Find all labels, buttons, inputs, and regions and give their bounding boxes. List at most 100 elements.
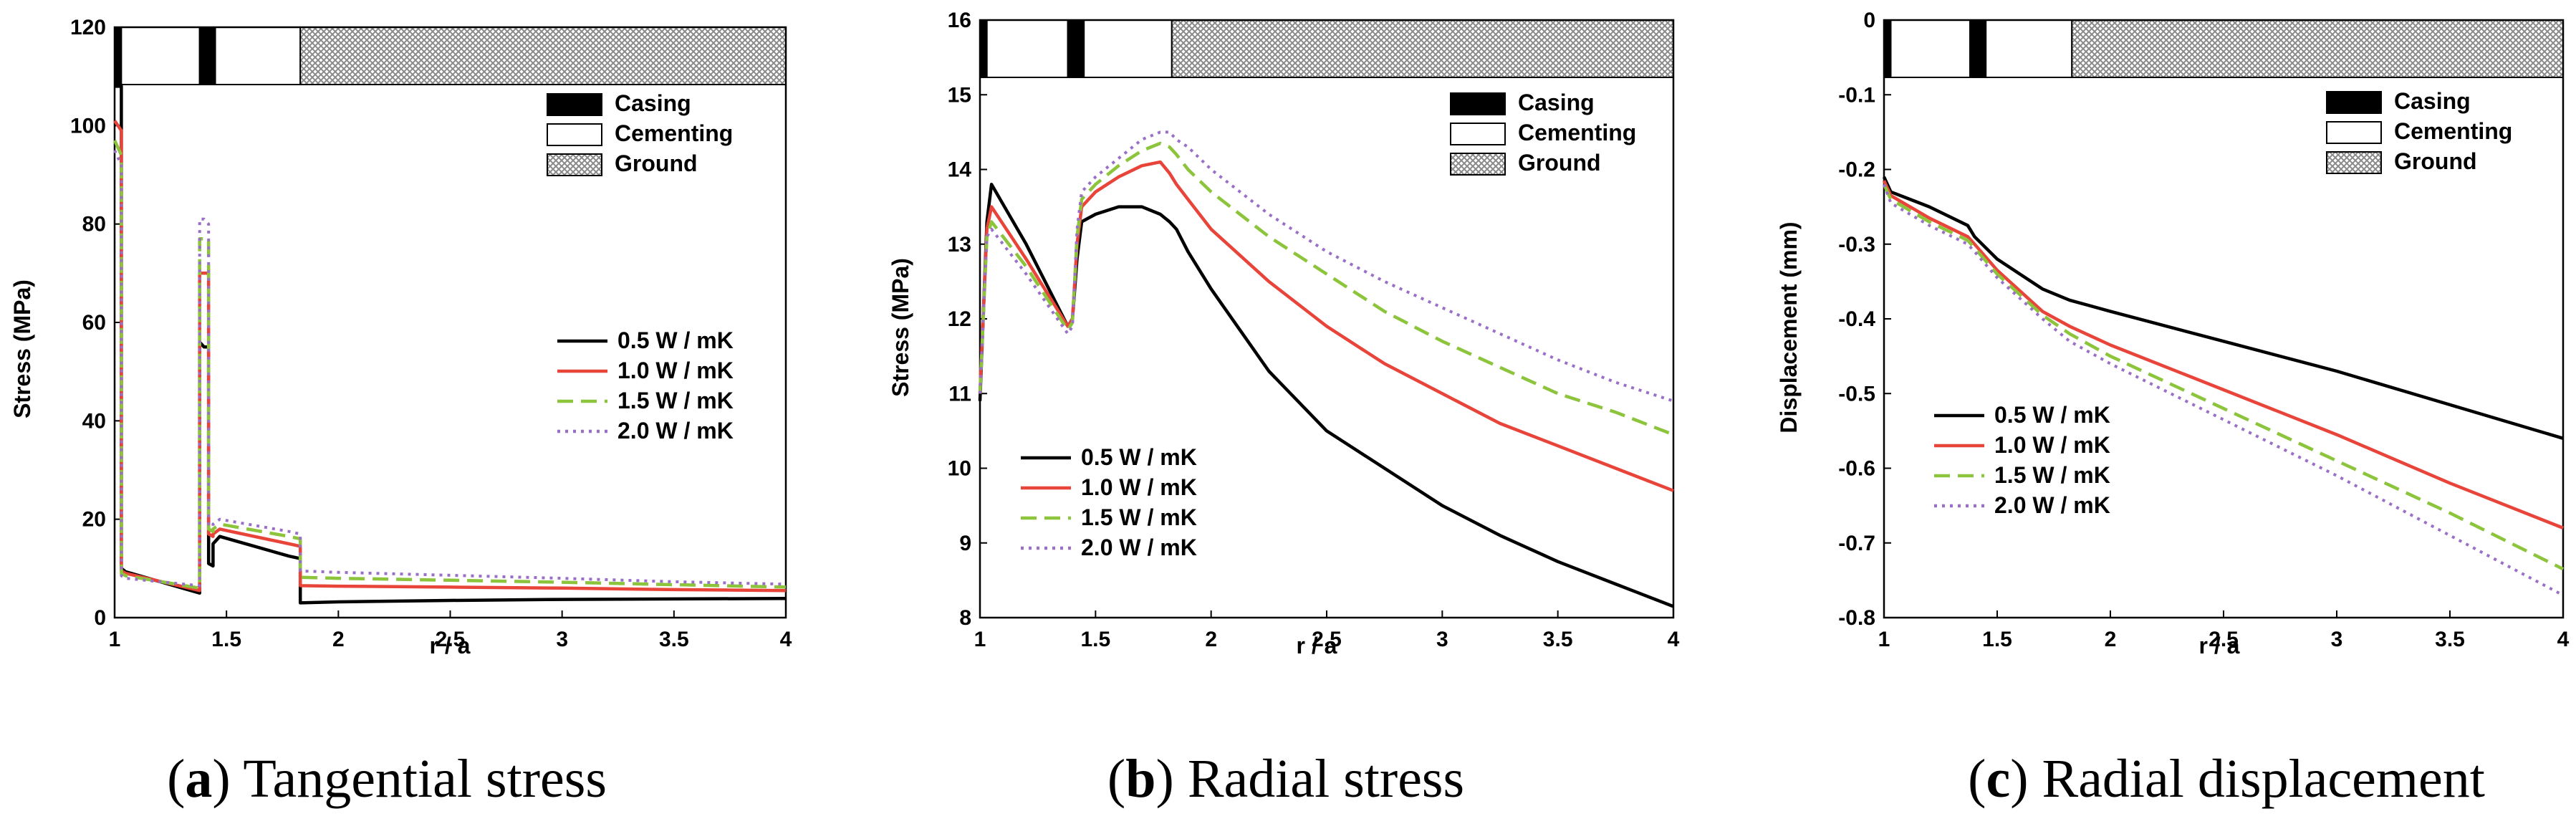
band-cementing-inner	[1890, 19, 1971, 78]
x-tick-label: 2	[332, 628, 345, 651]
material-legend-swatch	[2326, 91, 2382, 114]
band-ground	[1171, 19, 1674, 78]
series-legend-label: 2.0 W / mK	[1081, 535, 1197, 560]
y-axis-label: Stress (MPa)	[9, 279, 35, 418]
y-tick-label: 60	[82, 311, 106, 335]
x-tick-label: 3	[1436, 628, 1448, 651]
material-legend-label: Ground	[615, 150, 698, 176]
band-ground	[299, 27, 787, 85]
panel-caption: (c) Radial displacement	[1968, 749, 2485, 809]
series-line-2	[112, 139, 787, 590]
y-tick-label: 10	[948, 457, 971, 481]
x-tick-label: 1	[974, 628, 986, 651]
y-axis-label: Stress (MPa)	[888, 258, 913, 397]
band-casing-inner	[979, 19, 988, 78]
y-tick-label: 16	[948, 9, 971, 32]
material-legend-label: Casing	[2394, 88, 2471, 114]
band-casing-outer	[198, 27, 216, 85]
material-legend-label: Casing	[615, 90, 691, 116]
panel-radial-displacement: -0.8 -0.7 -0.6 -0.5 -0.4 -0.3 -0.2 -0.1 0 1 1.5 2 2.…	[1776, 9, 2570, 809]
y-tick-label: 0	[1863, 9, 1875, 32]
series-line-3	[979, 130, 1674, 403]
material-legend-swatch	[2326, 151, 2382, 174]
panel-letter: a	[185, 749, 212, 809]
y-tick-label: 40	[82, 409, 106, 433]
y-tick-label: 100	[70, 114, 106, 138]
x-tick-label: 1.5	[1080, 628, 1110, 651]
y-tick-label: 20	[82, 508, 106, 532]
material-legend-label: Cementing	[2394, 118, 2512, 144]
caption-text: Radial displacement	[2042, 749, 2485, 809]
y-tick-label: -0.8	[1838, 606, 1875, 630]
band-cementing-outer	[1985, 19, 2073, 78]
series-legend-label: 1.0 W / mK	[1081, 474, 1197, 500]
x-tick-label: 1	[109, 628, 121, 651]
y-tick-label: -0.2	[1838, 158, 1875, 182]
y-tick-label: 120	[70, 16, 106, 39]
band-casing-inner	[1883, 19, 1892, 78]
band-casing-outer	[1067, 19, 1085, 78]
band-ground	[2071, 19, 2564, 78]
panel-letter: c	[1986, 749, 2010, 809]
x-tick-label: 1.5	[1982, 628, 2012, 651]
series-legend-label: 1.5 W / mK	[617, 388, 734, 413]
x-tick-label: 3.5	[2435, 628, 2465, 651]
panel-caption: (a) Tangential stress	[167, 749, 607, 809]
material-legend-swatch	[1450, 123, 1506, 145]
x-tick-label: 3	[556, 628, 568, 651]
x-tick-label: 2.5	[436, 628, 466, 651]
band-cementing-inner	[986, 19, 1069, 78]
material-legend-swatch	[547, 93, 602, 116]
x-tick-label: 3.5	[659, 628, 689, 651]
series-line-1	[978, 160, 1674, 492]
y-tick-label: 14	[948, 158, 972, 182]
series-line-2	[978, 141, 1674, 436]
x-tick-label: 2.5	[2209, 628, 2239, 651]
y-tick-label: -0.6	[1838, 457, 1875, 481]
series-legend-label: 1.0 W / mK	[617, 358, 734, 383]
series-legend-label: 0.5 W / mK	[1994, 402, 2110, 428]
x-tick-label: 2	[1205, 628, 1217, 651]
x-tick-label: 1.5	[211, 628, 241, 651]
y-tick-label: 15	[948, 83, 971, 107]
series-line-3	[1883, 183, 2564, 597]
x-tick-label: 2.5	[1312, 628, 1342, 651]
band-cementing-outer	[1083, 19, 1173, 78]
series-legend-label: 1.5 W / mK	[1081, 504, 1197, 530]
material-legend-label: Ground	[1518, 150, 1601, 176]
x-tick-label: 4	[780, 628, 792, 651]
material-legend-swatch	[547, 153, 602, 176]
series-legend-label: 1.0 W / mK	[1994, 432, 2110, 458]
x-tick-label: 3	[2331, 628, 2343, 651]
series-line-3	[113, 149, 787, 588]
y-tick-label: 12	[948, 307, 971, 331]
material-legend-swatch	[1450, 153, 1506, 176]
y-tick-label: -0.1	[1838, 83, 1875, 107]
y-tick-label: 13	[948, 233, 971, 257]
x-tick-label: 2	[2105, 628, 2117, 651]
x-axis-label: r / a	[430, 633, 471, 658]
y-tick-label: 8	[959, 606, 971, 630]
material-legend-label: Cementing	[1518, 120, 1636, 145]
y-tick-label: 11	[948, 382, 971, 406]
y-tick-label: 80	[82, 213, 106, 236]
x-tick-label: 4	[1668, 628, 1680, 651]
band-cementing-outer	[214, 27, 302, 85]
y-tick-label: -0.5	[1838, 382, 1875, 406]
y-axis-label: Displacement (mm)	[1776, 221, 1802, 433]
y-tick-label: -0.7	[1838, 532, 1875, 555]
panel-tangential-stress: 0 20 40 60 80 100 120 1 1.5 2 2.5 3 3.5 4 Casing Cemen…	[9, 16, 792, 809]
panel-letter: b	[1125, 749, 1155, 809]
series-legend-label: 0.5 W / mK	[1081, 444, 1197, 470]
series-line-0	[1882, 176, 2564, 440]
x-axis-label: r / a	[1297, 633, 1337, 658]
series-line-1	[1882, 180, 2564, 529]
series-legend-label: 1.5 W / mK	[1994, 462, 2110, 488]
y-tick-label: -0.3	[1838, 233, 1875, 257]
material-legend-swatch	[2326, 121, 2382, 144]
caption-text: Radial stress	[1188, 749, 1464, 809]
material-legend-swatch	[1450, 92, 1506, 115]
y-tick-label: 9	[959, 532, 971, 555]
series-legend-label: 0.5 W / mK	[617, 327, 734, 353]
